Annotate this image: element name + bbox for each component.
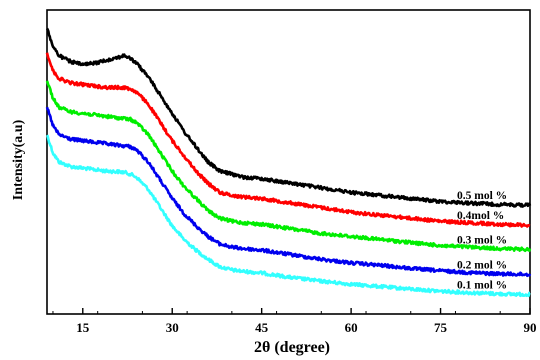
series-line-0-3-mol <box>45 80 532 253</box>
series-label: 0.2 mol % <box>457 259 507 271</box>
x-tick-layer: 15 30 45 60 75 90 <box>52 308 537 335</box>
x-tick-label: 90 <box>524 320 537 335</box>
x-tick-label: 75 <box>434 320 448 335</box>
series-label: 0.5 mol % <box>457 190 507 202</box>
series-label: 0.3 mol % <box>457 235 507 247</box>
plot-frame <box>46 9 531 315</box>
series-label: 0.1 mol % <box>457 280 507 292</box>
series-line-0-2-mol <box>45 106 532 278</box>
x-axis-title: 2θ (degree) <box>254 339 330 356</box>
series-line-0-5-mol <box>45 27 532 208</box>
series-layer <box>45 27 532 298</box>
x-tick-label: 45 <box>255 320 269 335</box>
series-label: 0.4mol % <box>457 210 504 222</box>
y-axis-title: Intensity(a.u) <box>11 119 26 200</box>
x-tick-label: 15 <box>76 320 90 335</box>
plot-border <box>46 9 531 315</box>
x-tick-label: 60 <box>345 320 358 335</box>
series-label-layer: 0.5 mol % 0.4mol % 0.3 mol % 0.2 mol % 0.1 m… <box>457 190 507 291</box>
series-line-0-1-mol <box>45 134 531 298</box>
series-line-0-4mol <box>45 52 531 228</box>
x-tick-label: 30 <box>166 320 179 335</box>
